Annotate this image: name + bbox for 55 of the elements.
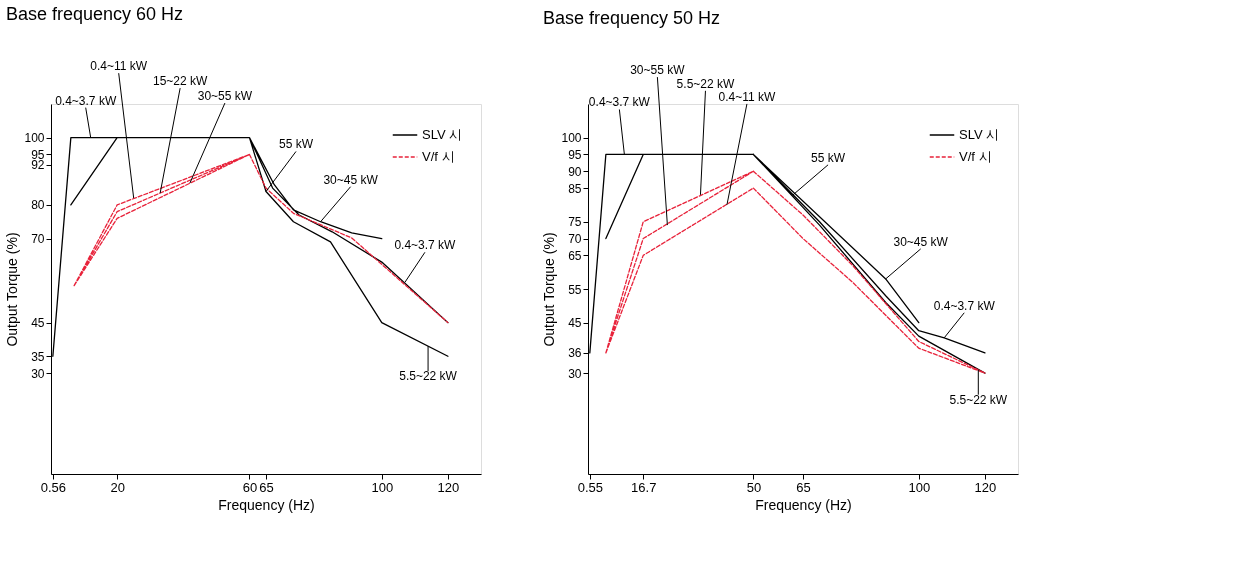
y-tick-label: 36 xyxy=(568,346,582,361)
annotation: 5.5~22 kW xyxy=(399,369,458,384)
annotation: 55 kW xyxy=(811,150,846,165)
legend-label: V/f 시 xyxy=(959,149,992,164)
x-axis-title: Frequency (Hz) xyxy=(218,496,315,513)
x-tick-label: 16.7 xyxy=(631,479,657,495)
x-tick-label: 50 xyxy=(746,479,762,495)
y-tick-label: 65 xyxy=(568,248,582,263)
y-tick-label: 100 xyxy=(561,131,582,146)
annotation: 0.4~3.7 kW xyxy=(55,93,117,108)
legend-label: V/f 시 xyxy=(422,149,455,164)
annotation: 0.4~3.7 kW xyxy=(588,95,651,110)
legend-label: SLV 시 xyxy=(959,127,1000,142)
annotation: 5.5~22 kW xyxy=(949,392,1008,407)
y-tick-label: 55 xyxy=(568,282,582,297)
y-tick-label: 85 xyxy=(568,181,582,196)
x-tick-label: 65 xyxy=(796,479,811,495)
annotation: 0.4~3.7 kW xyxy=(394,238,457,253)
annotation: 0.4~3.7 kW xyxy=(933,298,996,313)
annotation: 5.5~22 kW xyxy=(676,76,735,91)
annotation: 0.4~11 kW xyxy=(718,89,776,104)
annotation: 30~55 kW xyxy=(197,89,253,104)
x-tick-label: 100 xyxy=(908,479,931,495)
y-tick-label: 45 xyxy=(568,316,582,331)
y-tick-label: 35 xyxy=(31,349,45,364)
annotation: 30~55 kW xyxy=(630,63,686,78)
y-tick-label: 80 xyxy=(31,198,45,213)
x-tick-label: 20 xyxy=(110,479,125,495)
x-tick-label: 100 xyxy=(371,479,394,495)
x-tick-label: 0.56 xyxy=(40,479,67,495)
legend-label: SLV 시 xyxy=(422,127,463,142)
annotation: 15~22 kW xyxy=(152,74,208,89)
y-tick-label: 75 xyxy=(568,215,582,230)
chart-title: Base frequency 50 Hz xyxy=(542,8,721,29)
y-axis-title: Output Torque (%) xyxy=(4,232,21,347)
x-tick-label: 120 xyxy=(437,479,460,495)
x-tick-label: 0.55 xyxy=(577,479,603,495)
x-tick-label: 60 xyxy=(242,479,258,495)
y-axis-title: Output Torque (%) xyxy=(541,232,558,347)
y-tick-label: 70 xyxy=(568,232,582,247)
y-tick-label: 95 xyxy=(568,147,582,162)
annotation: 0.4~11 kW xyxy=(90,59,148,74)
annotation: 55 kW xyxy=(278,137,314,152)
y-tick-label: 100 xyxy=(24,131,45,146)
x-tick-label: 120 xyxy=(974,479,997,495)
y-tick-label: 30 xyxy=(568,366,582,381)
x-axis-title: Frequency (Hz) xyxy=(755,496,852,513)
y-tick-label: 45 xyxy=(31,316,45,331)
annotation: 30~45 kW xyxy=(323,172,379,187)
y-tick-label: 70 xyxy=(31,232,45,247)
chart-title: Base frequency 60 Hz xyxy=(5,4,184,25)
x-tick-label: 65 xyxy=(259,479,274,495)
y-tick-label: 30 xyxy=(31,366,45,381)
annotation: 30~45 kW xyxy=(893,234,949,249)
y-tick-label: 90 xyxy=(568,164,582,179)
